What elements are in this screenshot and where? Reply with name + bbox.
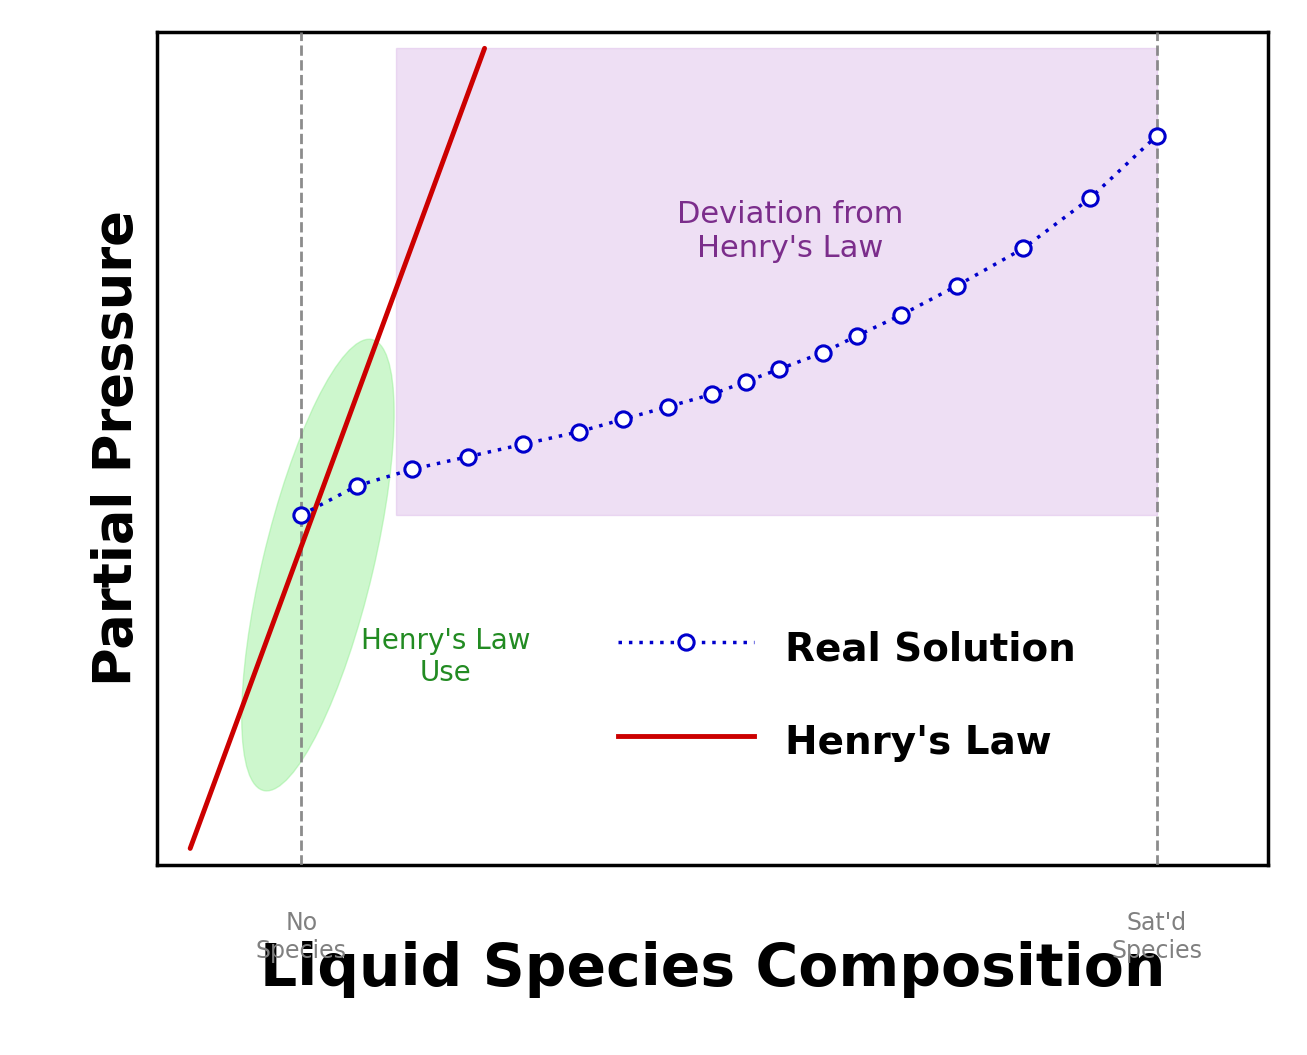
X-axis label: Liquid Species Composition: Liquid Species Composition (260, 941, 1165, 998)
Bar (396, 49, 1157, 515)
Text: No
Species: No Species (256, 910, 346, 963)
Ellipse shape (242, 340, 395, 791)
Text: Sat'd
Species: Sat'd Species (1111, 910, 1202, 963)
Y-axis label: Partial Pressure: Partial Pressure (91, 210, 142, 687)
Text: Deviation from
Henry's Law: Deviation from Henry's Law (677, 200, 903, 263)
Legend: Real Solution, Henry's Law: Real Solution, Henry's Law (579, 584, 1115, 804)
Text: Henry's Law
Use: Henry's Law Use (361, 627, 531, 687)
